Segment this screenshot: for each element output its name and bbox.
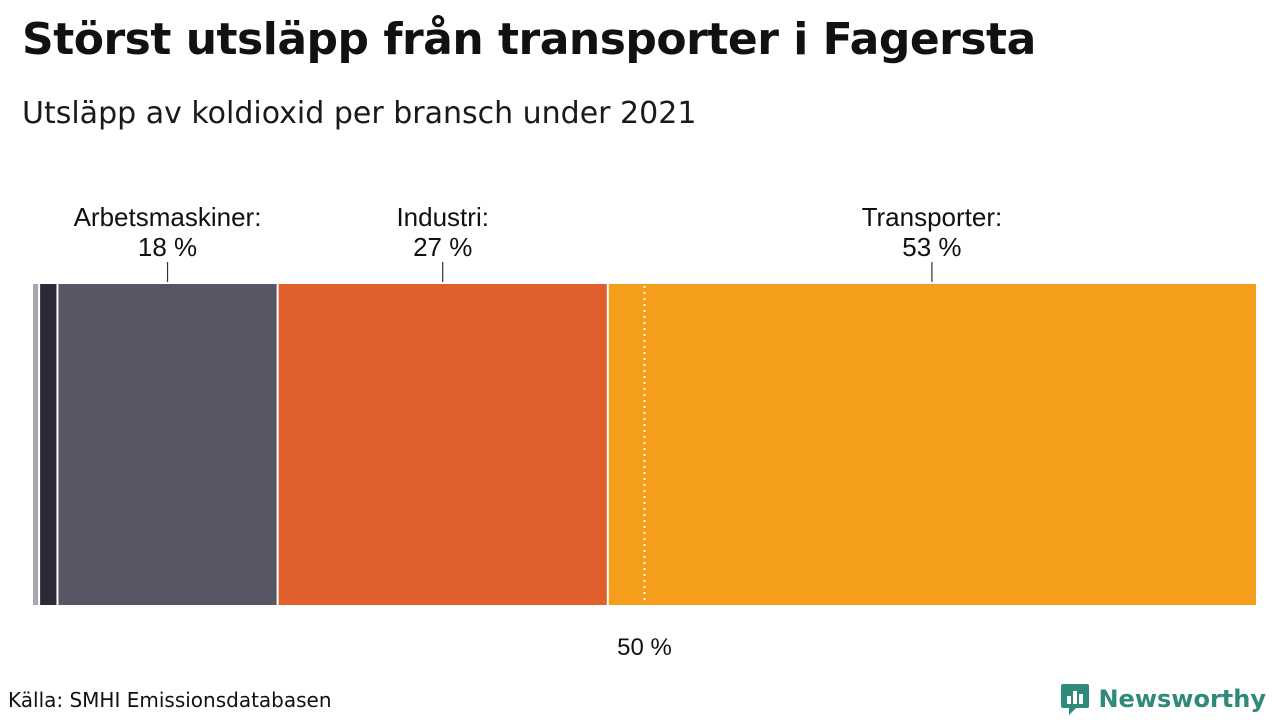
chart-title: Störst utsläpp från transporter i Fagers… bbox=[22, 14, 1036, 65]
stacked-bar-chart: Arbetsmaskiner:18 % Industri:27 % Transpor… bbox=[33, 202, 1256, 661]
bar-segment-3 bbox=[278, 284, 607, 605]
bar-segment-2 bbox=[58, 284, 277, 605]
brand: Newsworthy bbox=[1060, 682, 1266, 716]
segment-name-label: Industri: bbox=[396, 202, 489, 232]
segment-name-label: Transporter: bbox=[862, 202, 1003, 232]
segment-name-label: Arbetsmaskiner: bbox=[74, 202, 262, 232]
brand-name: Newsworthy bbox=[1098, 685, 1266, 713]
chart-subtitle: Utsläpp av koldioxid per bransch under 2… bbox=[22, 96, 697, 131]
newsworthy-logo-icon bbox=[1061, 684, 1090, 715]
bar-segment-4 bbox=[608, 284, 1256, 605]
segment-value-label: 18 % bbox=[138, 232, 197, 262]
segment-value-label: 53 % bbox=[902, 232, 961, 262]
bar-segment-0 bbox=[33, 284, 39, 605]
reference-line-label: 50 % bbox=[617, 634, 672, 661]
source-note: Källa: SMHI Emissionsdatabasen bbox=[8, 688, 332, 712]
bar-segment-1 bbox=[40, 284, 57, 605]
segment-value-label: 27 % bbox=[413, 232, 472, 262]
